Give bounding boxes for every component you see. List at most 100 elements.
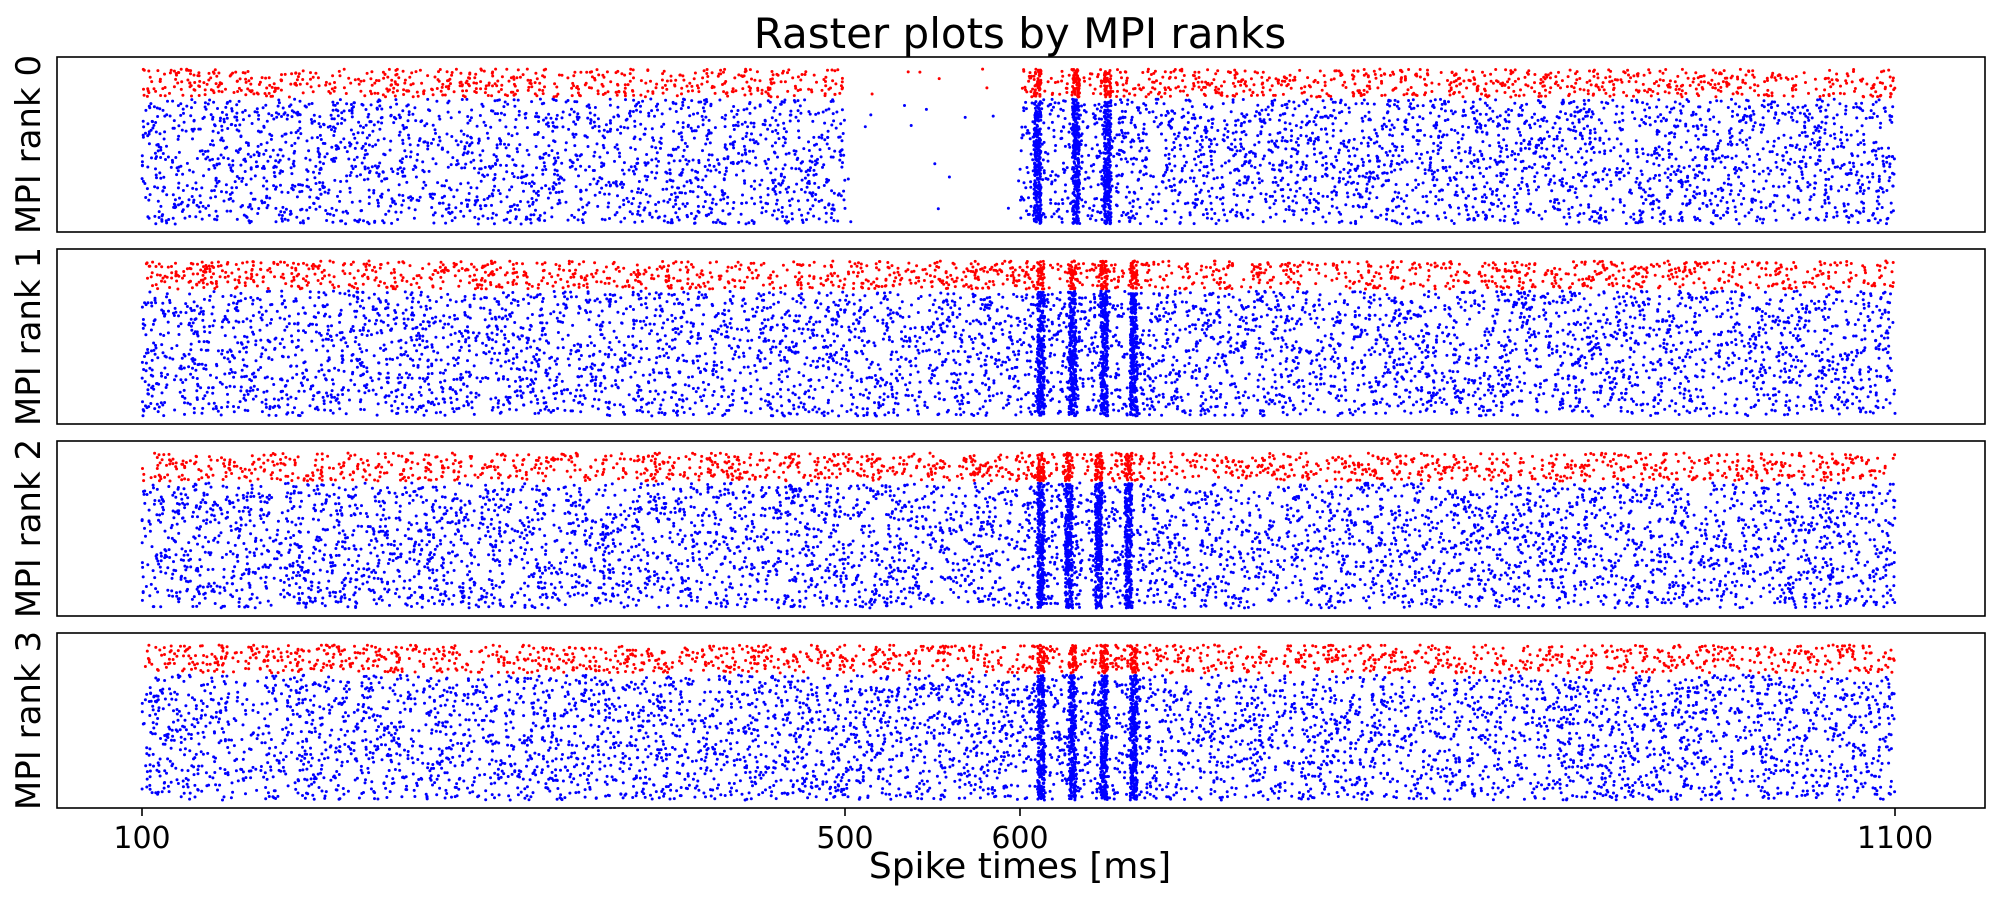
spike-dot [622, 199, 625, 202]
spike-dot [1239, 138, 1242, 141]
spike-dot [256, 151, 259, 154]
spike-dot [464, 145, 467, 148]
spike-dot [584, 169, 587, 172]
spike-dot [589, 112, 592, 115]
spike-dot [1348, 155, 1351, 158]
spike-dot [394, 117, 397, 120]
spike-dot [1321, 216, 1324, 219]
spike-dot [742, 169, 745, 172]
spike-dot [798, 208, 801, 211]
spike-dot [704, 175, 707, 178]
spike-dot [1168, 179, 1171, 182]
spike-dot [465, 98, 468, 101]
spike-dot [1118, 121, 1121, 124]
spike-dot [311, 136, 314, 139]
spike-dot [1641, 101, 1644, 104]
spike-dot [1231, 148, 1234, 151]
spike-dot [1169, 120, 1172, 123]
spike-dot [670, 154, 673, 157]
spike-dot [202, 205, 205, 208]
spike-dot [1444, 109, 1447, 112]
spike-dot [1693, 196, 1696, 199]
spike-dot [753, 122, 756, 125]
spike-dot [1429, 166, 1432, 169]
spike-dot [330, 128, 333, 131]
spike-dot [1529, 203, 1532, 206]
spike-dot [184, 217, 187, 220]
spike-dot [578, 116, 581, 119]
spike-dot [1519, 187, 1522, 190]
spike-dot [1872, 103, 1875, 106]
spike-dot [1878, 175, 1881, 178]
spike-dot [528, 182, 531, 185]
spike-dot [1505, 173, 1508, 176]
spike-dot [260, 130, 263, 133]
spike-dot [1784, 113, 1787, 116]
spike-dot [1034, 184, 1037, 187]
spike-dot [701, 115, 704, 118]
spike-dot [1054, 174, 1057, 177]
spike-dot [376, 199, 379, 202]
spike-dot [1284, 103, 1287, 106]
spike-dot [1044, 151, 1047, 154]
spike-dot [609, 104, 612, 107]
spike-dot [1205, 165, 1208, 168]
spike-dot [519, 200, 522, 203]
spike-dot [1834, 137, 1837, 140]
spike-dot [507, 132, 510, 135]
spike-dot [1124, 157, 1127, 160]
spike-dot [1084, 201, 1087, 204]
spike-dot [443, 184, 446, 187]
spike-dot [1322, 156, 1325, 159]
spike-dot [1575, 196, 1578, 199]
spike-dot [1334, 117, 1337, 120]
spike-dot [1710, 203, 1713, 206]
spike-dot [1878, 178, 1881, 181]
spike-dot [221, 129, 224, 132]
spike-dot [1594, 137, 1597, 140]
spike-dot [1710, 192, 1713, 195]
spike-dot [1022, 199, 1025, 202]
spike-dot [1587, 206, 1590, 209]
spike-dot [220, 125, 223, 128]
spike-dot [278, 213, 281, 216]
spike-dot [1629, 167, 1632, 170]
spike-dot [255, 165, 258, 168]
spike-dot [1859, 107, 1862, 110]
spike-dot [174, 156, 177, 159]
spike-dot [1094, 136, 1097, 139]
spike-dot [1407, 113, 1410, 116]
spike-dot [1242, 98, 1245, 101]
spike-dot [744, 153, 747, 156]
spike-dot [177, 124, 180, 127]
spike-dot [1558, 131, 1561, 134]
spike-dot [1552, 145, 1555, 148]
spike-dot [1281, 160, 1284, 163]
spike-dot [1599, 214, 1602, 217]
spike-dot [1051, 121, 1054, 124]
spike-dot [494, 163, 497, 166]
spike-dot [1290, 164, 1293, 167]
spike-dot [408, 207, 411, 210]
spike-dot [289, 210, 292, 213]
spike-dot [1602, 142, 1605, 145]
spike-dot [174, 206, 177, 209]
spike-dot [281, 206, 284, 209]
spike-dot [1557, 202, 1560, 205]
spike-dot [290, 166, 293, 169]
spike-dot [1465, 176, 1468, 179]
spike-dot [320, 138, 323, 141]
spike-dot [1590, 116, 1593, 119]
spike-dot [1694, 218, 1697, 221]
spike-dot [230, 186, 233, 189]
spike-dot [651, 216, 654, 219]
spike-dot [1400, 197, 1403, 200]
spike-dot [1396, 162, 1399, 165]
spike-dot [1803, 121, 1806, 124]
spike-dot [1121, 140, 1124, 143]
spike-dot [225, 113, 228, 116]
spike-dot [1698, 171, 1701, 174]
spike-dot [165, 221, 168, 224]
spike-dot [672, 130, 675, 133]
spike-dot [1022, 109, 1025, 112]
